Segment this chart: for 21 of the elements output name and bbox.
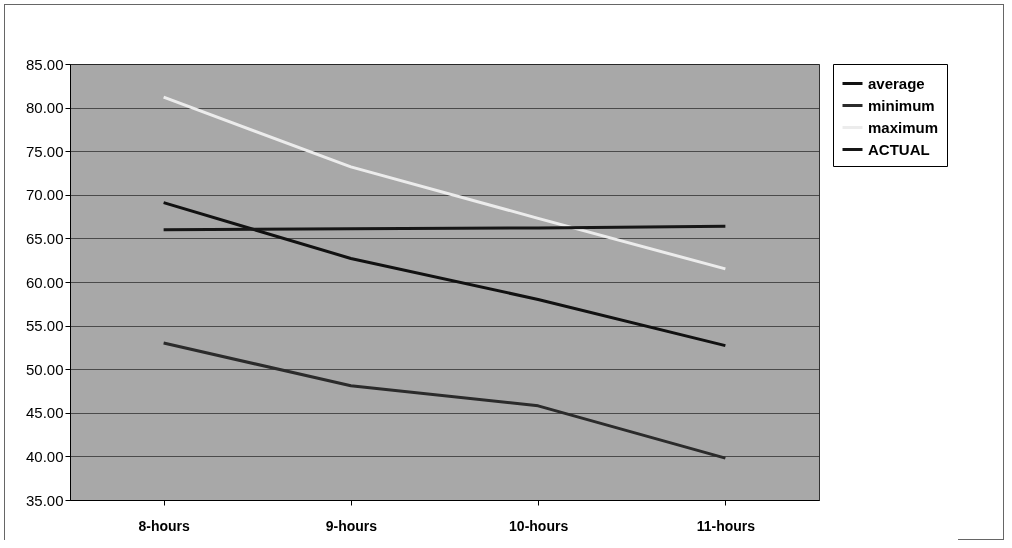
y-tick-label: 40.00	[25, 447, 64, 465]
y-tick-label: 50.00	[25, 360, 64, 378]
line-series	[162, 201, 727, 348]
y-tick-label: 80.00	[25, 99, 64, 117]
legend-label: ACTUAL	[868, 140, 930, 158]
y-tick-label: 55.00	[25, 317, 64, 335]
y-tick-label: 70.00	[25, 186, 64, 204]
line-series	[162, 95, 727, 271]
x-tick-label: 10-hours	[509, 517, 569, 534]
y-tick-label: 65.00	[25, 229, 64, 247]
x-tick-label: 9-hours	[325, 517, 378, 534]
legend-label: average	[868, 74, 925, 92]
y-tick-label: 45.00	[25, 404, 64, 422]
x-tick-label: 11-hours	[696, 517, 756, 534]
legend-label: minimum	[868, 96, 935, 114]
legend-label: maximum	[868, 118, 939, 136]
y-tick-label: 85.00	[25, 55, 64, 73]
y-tick-label: 35.00	[25, 491, 64, 509]
y-tick-label: 60.00	[25, 273, 64, 291]
y-tick-label: 75.00	[25, 142, 64, 160]
x-tick-label: 8-hours	[138, 517, 190, 534]
